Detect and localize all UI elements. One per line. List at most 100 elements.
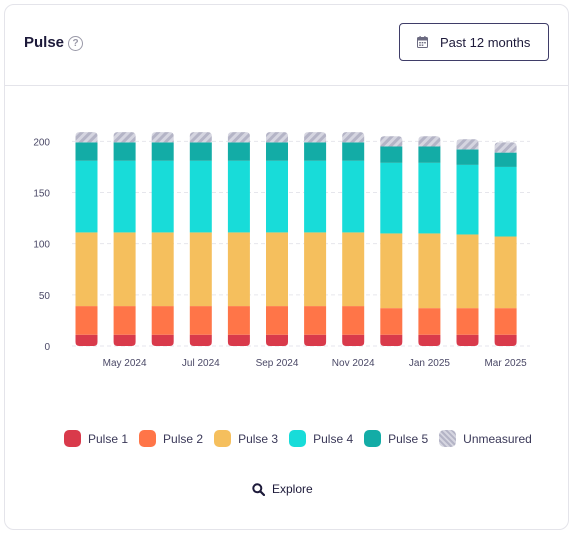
bar-segment-pulse-1 bbox=[342, 334, 365, 346]
search-icon bbox=[252, 482, 265, 496]
legend-item[interactable]: Pulse 5 bbox=[364, 430, 428, 447]
y-tick-label: 200 bbox=[33, 137, 50, 148]
bar-segment-unmeasured bbox=[456, 139, 479, 150]
legend-item[interactable]: Pulse 3 bbox=[214, 430, 278, 447]
bar-segment-pulse-2 bbox=[227, 306, 250, 335]
bar-segment-pulse-5 bbox=[380, 146, 403, 163]
bar-stack[interactable] bbox=[227, 132, 250, 346]
bar-stack[interactable] bbox=[456, 139, 479, 346]
bar-segment-pulse-2 bbox=[342, 306, 365, 335]
bar-segment-unmeasured bbox=[189, 132, 212, 143]
legend-label: Pulse 2 bbox=[163, 431, 204, 446]
bar-segment-pulse-5 bbox=[189, 142, 212, 161]
bar-segment-unmeasured bbox=[227, 132, 250, 143]
bar-stack[interactable] bbox=[151, 132, 174, 346]
grid-lines bbox=[72, 140, 530, 347]
bars bbox=[75, 132, 517, 346]
bar-segment-pulse-1 bbox=[227, 334, 250, 346]
calendar-icon bbox=[417, 36, 428, 48]
bar-segment-pulse-2 bbox=[266, 306, 288, 335]
y-axis: 0 50 100 150 200 bbox=[33, 137, 50, 353]
bar-segment-pulse-2 bbox=[75, 306, 98, 335]
bar-segment-pulse-3 bbox=[151, 232, 174, 307]
bar-segment-pulse-4 bbox=[266, 160, 288, 233]
x-tick-label: Nov 2024 bbox=[332, 358, 375, 369]
bar-segment-unmeasured bbox=[75, 132, 98, 143]
bar-segment-pulse-2 bbox=[113, 306, 136, 335]
y-tick-label: 0 bbox=[44, 342, 50, 353]
bar-segment-pulse-2 bbox=[494, 308, 517, 335]
bar-segment-unmeasured bbox=[380, 136, 403, 147]
bar-stack[interactable] bbox=[189, 132, 212, 346]
bar-stack[interactable] bbox=[380, 136, 403, 346]
date-range-button[interactable]: Past 12 months bbox=[399, 23, 549, 61]
bar-stack[interactable] bbox=[494, 142, 517, 346]
bar-stack[interactable] bbox=[266, 132, 288, 346]
bar-segment-unmeasured bbox=[342, 132, 365, 143]
bar-stack[interactable] bbox=[113, 132, 136, 346]
bar-segment-pulse-5 bbox=[75, 142, 98, 161]
date-range-label: Past 12 months bbox=[440, 34, 531, 50]
explore-button[interactable]: Explore bbox=[252, 482, 313, 496]
y-tick-label: 50 bbox=[39, 291, 51, 302]
bar-segment-pulse-1 bbox=[494, 334, 517, 346]
bar-segment-unmeasured bbox=[266, 132, 288, 143]
legend-swatch bbox=[439, 430, 457, 447]
chart-legend: Pulse 1 Pulse 2 Pulse 3 Pulse 4 Pulse 5 Unmea… bbox=[64, 430, 543, 447]
bar-segment-pulse-5 bbox=[418, 146, 441, 163]
legend-item[interactable]: Unmeasured bbox=[439, 430, 532, 447]
question-icon[interactable]: ? bbox=[68, 36, 83, 51]
bar-segment-pulse-3 bbox=[342, 232, 365, 307]
y-tick-label: 150 bbox=[33, 189, 50, 200]
bar-segment-unmeasured bbox=[151, 132, 174, 143]
bar-segment-pulse-5 bbox=[494, 152, 517, 167]
x-axis: May 2024 Jul 2024 Sep 2024 Nov 2024 Jan 2025… bbox=[103, 358, 528, 369]
legend-label: Pulse 4 bbox=[313, 431, 354, 446]
bar-segment-pulse-1 bbox=[304, 334, 327, 346]
bar-segment-pulse-4 bbox=[113, 160, 136, 233]
bar-segment-pulse-3 bbox=[227, 232, 250, 307]
legend-item[interactable]: Pulse 2 bbox=[139, 430, 203, 447]
legend-item[interactable]: Pulse 4 bbox=[289, 430, 353, 447]
bar-segment-pulse-2 bbox=[456, 308, 479, 335]
x-tick-label: May 2024 bbox=[103, 358, 147, 369]
bar-segment-pulse-3 bbox=[189, 232, 212, 307]
bar-segment-pulse-1 bbox=[266, 334, 288, 346]
legend-item[interactable]: Pulse 1 bbox=[64, 430, 128, 447]
legend-label: Pulse 3 bbox=[238, 431, 279, 446]
bar-segment-unmeasured bbox=[418, 136, 441, 147]
bar-segment-pulse-4 bbox=[151, 160, 174, 233]
bar-segment-pulse-3 bbox=[456, 234, 479, 309]
bar-segment-pulse-5 bbox=[151, 142, 174, 161]
card-title: Pulse bbox=[24, 34, 65, 51]
bar-segment-pulse-2 bbox=[380, 308, 403, 335]
bar-segment-pulse-4 bbox=[456, 164, 479, 235]
x-tick-label: Jan 2025 bbox=[409, 358, 451, 369]
legend-swatch bbox=[214, 430, 232, 447]
legend-swatch bbox=[364, 430, 382, 447]
explore-label: Explore bbox=[272, 482, 313, 496]
bar-segment-pulse-3 bbox=[304, 232, 327, 307]
bar-segment-pulse-2 bbox=[304, 306, 327, 335]
bar-stack[interactable] bbox=[418, 136, 441, 346]
bar-segment-pulse-4 bbox=[189, 160, 212, 233]
bar-segment-pulse-1 bbox=[113, 334, 136, 346]
bar-segment-pulse-3 bbox=[380, 233, 403, 309]
legend-swatch bbox=[139, 430, 157, 447]
bar-stack[interactable] bbox=[304, 132, 327, 346]
bar-segment-pulse-1 bbox=[380, 334, 403, 346]
bar-segment-pulse-5 bbox=[113, 142, 136, 161]
card-header: Pulse ? Past 12 months bbox=[5, 5, 568, 86]
y-tick-label: 100 bbox=[33, 240, 50, 251]
bar-segment-pulse-3 bbox=[113, 232, 136, 307]
bar-segment-pulse-4 bbox=[418, 162, 441, 234]
legend-label: Pulse 1 bbox=[88, 431, 129, 446]
bar-segment-pulse-3 bbox=[266, 232, 288, 307]
bar-segment-pulse-5 bbox=[227, 142, 250, 161]
bar-segment-unmeasured bbox=[304, 132, 327, 143]
bar-segment-pulse-2 bbox=[418, 308, 441, 335]
bar-segment-pulse-4 bbox=[494, 166, 517, 237]
bar-stack[interactable] bbox=[75, 132, 98, 346]
bar-stack[interactable] bbox=[342, 132, 365, 346]
